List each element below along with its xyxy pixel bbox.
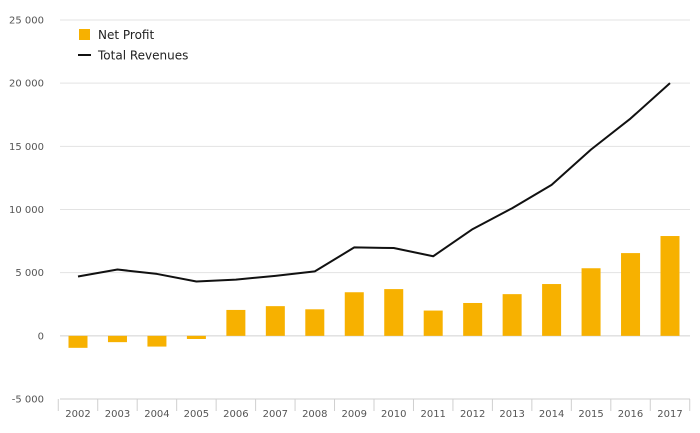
bar-net-profit-2003 [107, 335, 127, 343]
legend-label-total-revenues: Total Revenues [97, 49, 188, 63]
bar-net-profit-2009 [344, 292, 364, 336]
line-series-total-revenues [77, 82, 671, 283]
y-tick-label: 10 000 [9, 205, 44, 216]
x-tick-label: 2002 [65, 409, 90, 420]
bar-series-net-profit [68, 236, 680, 348]
bar-net-profit-2015 [581, 268, 601, 336]
bar-net-profit-2002 [68, 335, 88, 348]
line-total-revenues [77, 82, 671, 283]
bar-net-profit-2017 [660, 236, 680, 336]
legend: Net Profit Total Revenues [78, 28, 188, 63]
x-tick-label: 2003 [105, 409, 130, 420]
x-tick-label: 2007 [263, 409, 288, 420]
bar-net-profit-2007 [265, 306, 285, 336]
x-tick-label: 2009 [342, 409, 367, 420]
bar-net-profit-2016 [621, 253, 641, 336]
legend-item-net-profit: Net Profit [79, 28, 154, 42]
y-tick-label: -5 000 [12, 395, 44, 406]
x-tick-label: 2016 [618, 409, 643, 420]
y-tick-label: 15 000 [9, 142, 44, 153]
bar-net-profit-2011 [423, 310, 443, 336]
grid-lines [60, 19, 690, 400]
x-tick-label: 2006 [223, 409, 248, 420]
y-axis-ticks: -5 000 0 5 000 10 000 15 000 20 000 25 000 [9, 16, 44, 406]
x-axis-ticks: 2002 2003 2004 2005 2006 2007 2008 2009 2010 2011… [57, 399, 691, 420]
y-tick-label: 20 000 [9, 79, 44, 90]
x-tick-label: 2005 [184, 409, 209, 420]
x-tick-label: 2012 [460, 409, 485, 420]
bar-net-profit-2014 [542, 284, 562, 336]
legend-label-net-profit: Net Profit [98, 28, 154, 42]
bar-net-profit-2004 [147, 335, 167, 347]
x-tick-label: 2014 [539, 409, 564, 420]
x-tick-label: 2008 [302, 409, 327, 420]
y-tick-label: 0 [38, 331, 44, 342]
bar-net-profit-2005 [186, 335, 206, 339]
bar-net-profit-2010 [384, 289, 404, 336]
x-tick-label: 2004 [144, 409, 169, 420]
x-tick-label: 2013 [499, 409, 524, 420]
legend-swatch-net-profit [79, 29, 90, 40]
y-tick-label: 5 000 [15, 268, 44, 279]
bar-net-profit-2012 [463, 302, 483, 336]
x-tick-label: 2010 [381, 409, 406, 420]
x-tick-label: 2015 [578, 409, 603, 420]
bar-net-profit-2006 [226, 309, 246, 336]
legend-item-total-revenues: Total Revenues [78, 49, 188, 63]
bar-net-profit-2013 [502, 294, 522, 336]
x-tick-label: 2011 [420, 409, 445, 420]
y-tick-label: 25 000 [9, 16, 44, 27]
bar-net-profit-2008 [305, 309, 325, 336]
x-tick-label: 2017 [657, 409, 682, 420]
